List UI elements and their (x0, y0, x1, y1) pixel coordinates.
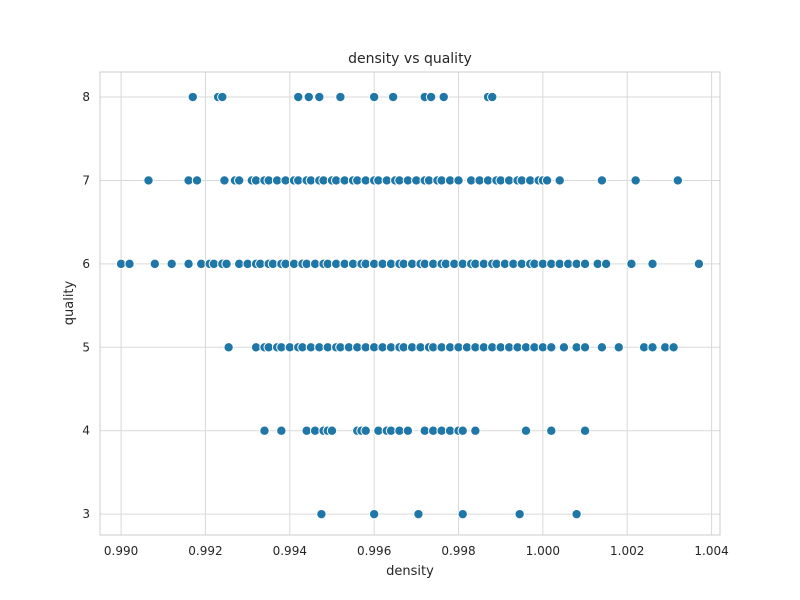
data-point-64 (596, 175, 608, 186)
y-tick-label-5: 8 (82, 90, 90, 104)
data-point-130 (223, 342, 234, 353)
y-axis-label: quality (62, 280, 77, 325)
data-point-63 (554, 175, 565, 186)
data-point-0 (187, 91, 198, 103)
data-point-203 (579, 425, 591, 436)
data-point-127 (626, 258, 637, 270)
data-point-207 (457, 508, 468, 520)
data-point-62 (541, 175, 553, 186)
y-tick-label-1: 4 (82, 424, 90, 438)
data-point-124 (579, 258, 591, 270)
data-point-13 (487, 91, 498, 103)
data-point-208 (514, 508, 525, 520)
data-point-8 (387, 91, 399, 103)
data-points-layer (115, 91, 705, 520)
data-point-169 (546, 342, 557, 353)
x-tick-label-4: 0.998 (441, 544, 475, 558)
data-point-14 (143, 175, 154, 186)
data-point-180 (276, 425, 287, 436)
data-point-199 (457, 425, 468, 436)
data-point-16 (191, 175, 203, 186)
data-point-68 (124, 258, 135, 270)
data-point-179 (259, 425, 270, 436)
data-point-11 (438, 91, 449, 103)
data-point-129 (693, 258, 705, 270)
data-point-6 (335, 91, 346, 103)
data-point-202 (546, 425, 557, 436)
x-tick-label-0: 0.990 (104, 544, 138, 558)
y-tick-label-2: 5 (82, 340, 90, 354)
data-point-200 (470, 425, 481, 436)
data-point-172 (579, 342, 591, 353)
data-point-128 (647, 258, 658, 270)
y-tick-label-3: 6 (82, 257, 90, 271)
data-point-71 (183, 258, 194, 270)
data-point-205 (368, 508, 380, 520)
data-point-10 (425, 91, 437, 103)
x-axis-label: density (386, 564, 434, 579)
data-point-3 (293, 91, 304, 103)
data-point-126 (600, 258, 612, 270)
data-point-70 (166, 258, 177, 270)
data-point-76 (221, 258, 232, 270)
data-point-4 (303, 91, 314, 103)
data-point-209 (571, 508, 582, 520)
data-point-66 (672, 175, 684, 186)
y-axis-ticks: 3 4 5 6 7 8 (82, 90, 90, 521)
data-point-176 (647, 342, 658, 353)
data-point-5 (314, 91, 325, 103)
x-tick-label-6: 1.002 (610, 544, 644, 558)
plot-border (99, 71, 721, 536)
data-point-19 (233, 175, 245, 186)
x-tick-label-5: 1.000 (526, 544, 560, 558)
x-tick-label-2: 0.994 (273, 544, 307, 558)
data-point-185 (326, 425, 338, 436)
x-tick-label-1: 0.992 (188, 544, 222, 558)
data-point-193 (402, 425, 414, 436)
y-tick-label-4: 7 (82, 173, 90, 187)
data-point-170 (558, 342, 570, 353)
data-point-65 (630, 175, 641, 186)
data-point-201 (520, 425, 532, 436)
data-point-2 (217, 91, 228, 103)
x-axis-ticks: 0.990 0.992 0.994 0.996 0.998 1.000 1.002 1.004 (104, 544, 729, 558)
data-point-188 (360, 425, 371, 436)
data-point-7 (368, 91, 380, 103)
data-point-173 (596, 342, 608, 353)
data-point-69 (149, 258, 161, 270)
x-tick-label-7: 1.004 (694, 544, 728, 558)
y-tick-label-0: 3 (82, 507, 90, 521)
data-point-17 (219, 175, 230, 186)
data-point-204 (316, 508, 327, 520)
data-point-178 (668, 342, 679, 353)
x-tick-label-3: 0.996 (357, 544, 391, 558)
data-point-174 (613, 342, 624, 353)
data-point-206 (413, 508, 424, 520)
data-point-50 (453, 175, 464, 186)
plot-area-background (100, 72, 720, 535)
chart-title: density vs quality (348, 51, 472, 67)
